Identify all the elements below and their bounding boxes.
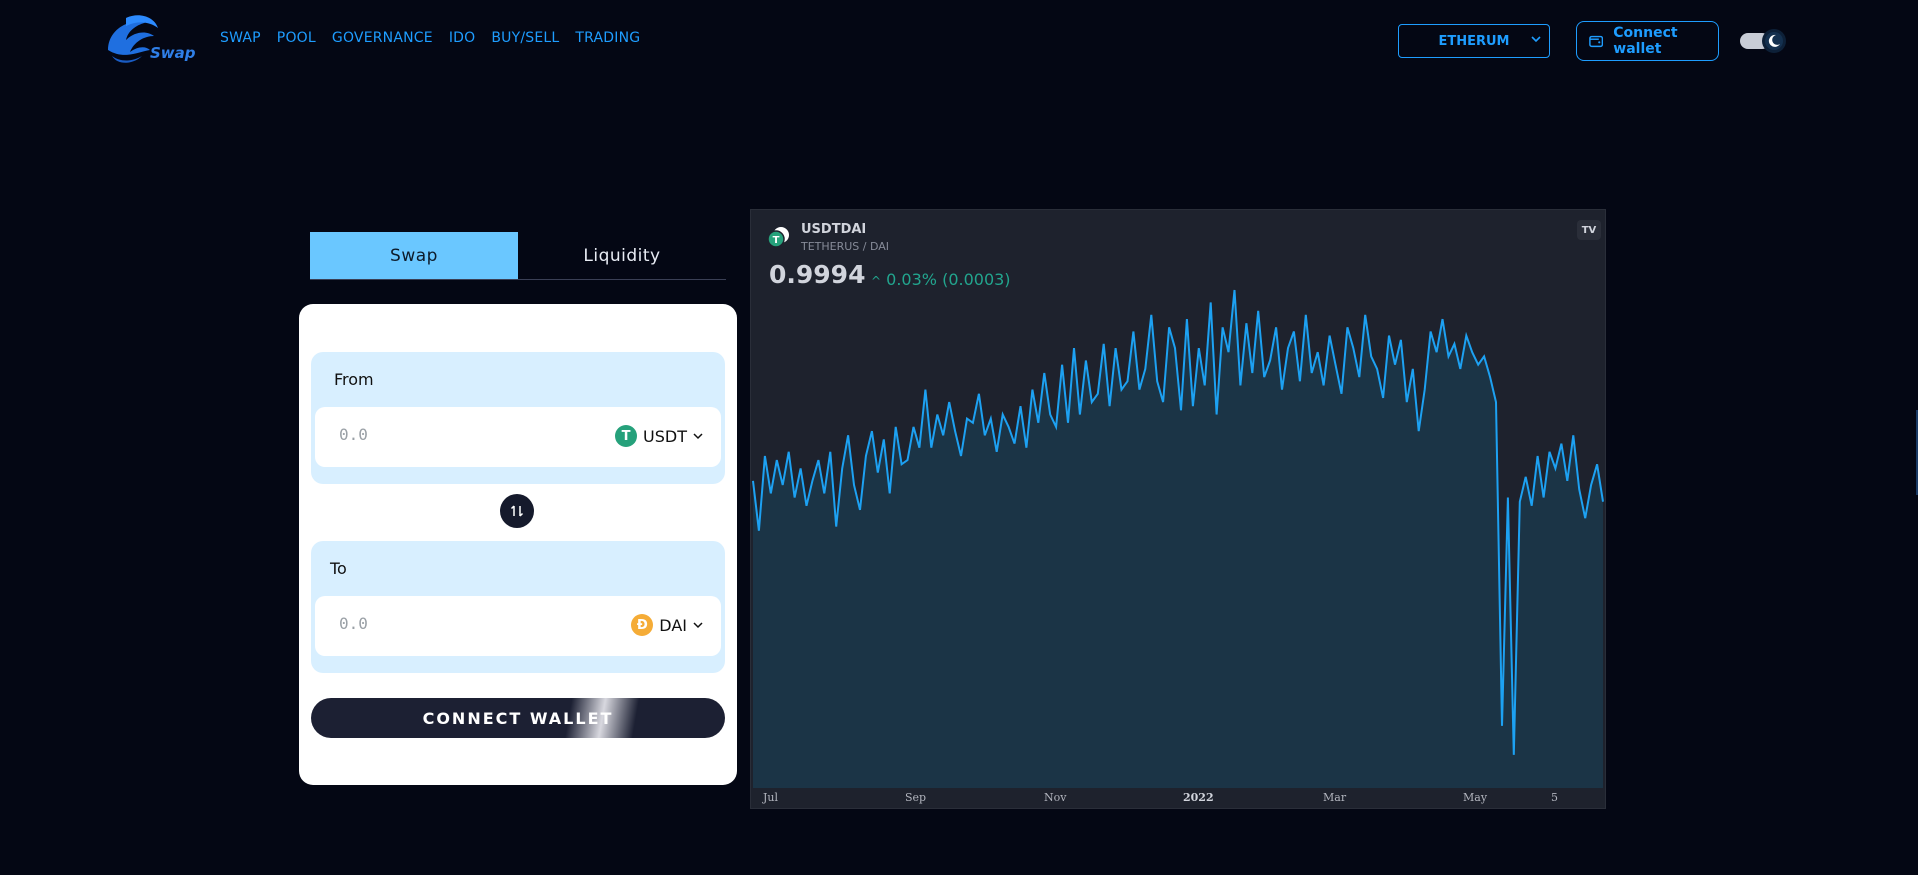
tab-liquidity[interactable]: Liquidity [583, 245, 661, 266]
x-tick-label: Sep [905, 791, 927, 804]
to-input-row: 0.0 Đ DAI [315, 596, 721, 656]
current-price: 0.9994 [769, 260, 866, 289]
connect-wallet-button[interactable]: Connect wallet [1576, 21, 1719, 61]
theme-toggle[interactable] [1740, 29, 1788, 53]
tab-swap[interactable]: Swap [310, 232, 518, 279]
caret-up-icon: ^ [871, 274, 882, 288]
price-chart[interactable]: T USDTDAI TETHERUS / DAI 0.9994 ^ 0.03% … [750, 209, 1606, 809]
main-nav: SWAP POOL GOVERNANCE IDO BUY/SELL TRADIN… [220, 30, 640, 46]
x-tick-label: Mar [1323, 791, 1347, 804]
swap-card: From 0.0 T USDT To 0.0 Đ DAI CONNECT WAL… [299, 304, 737, 785]
chevron-down-icon [693, 433, 703, 440]
to-amount-input[interactable]: 0.0 [339, 614, 368, 633]
to-label: To [330, 559, 347, 578]
switch-tokens-button[interactable] [500, 494, 534, 528]
from-label: From [334, 370, 374, 389]
from-token-select[interactable]: T USDT [615, 425, 703, 447]
price-change-value: 0.03% (0.0003) [886, 270, 1011, 289]
from-box: From 0.0 T USDT [311, 352, 725, 484]
x-tick-label: Nov [1044, 791, 1067, 804]
swap-tabs: Swap Liquidity [310, 232, 726, 280]
x-tick-label: Jul [763, 791, 779, 804]
connect-wallet-main-button[interactable]: CONNECT WALLET [311, 698, 725, 738]
price-change: ^ 0.03% (0.0003) [871, 270, 1011, 289]
swap-arrows-icon [510, 505, 524, 517]
x-tick-label: 2022 [1183, 791, 1214, 804]
page-scrollbar[interactable] [1916, 410, 1918, 495]
from-input-row: 0.0 T USDT [315, 407, 721, 467]
pair-name: TETHERUS / DAI [801, 240, 890, 253]
chevron-down-icon [1531, 36, 1541, 43]
from-token-label: USDT [643, 426, 687, 446]
x-tick-label: May [1463, 791, 1488, 804]
to-box: To 0.0 Đ DAI [311, 541, 725, 673]
nav-trading[interactable]: TRADING [575, 30, 641, 46]
svg-text:T: T [773, 235, 780, 246]
usdt-icon: T [615, 425, 638, 447]
tradingview-icon[interactable]: TV [1577, 220, 1601, 240]
price-area [753, 290, 1603, 788]
pair-icon: T [767, 227, 789, 248]
to-token-label: DAI [659, 615, 687, 635]
nav-buy-sell[interactable]: BUY/SELL [491, 30, 560, 46]
nav-swap[interactable]: SWAP [220, 30, 261, 46]
connect-wallet-label: Connect wallet [1613, 25, 1678, 57]
wallet-icon [1589, 35, 1604, 48]
from-amount-input[interactable]: 0.0 [339, 425, 368, 444]
nav-ido[interactable]: IDO [448, 30, 476, 46]
pair-symbol: USDTDAI [801, 222, 867, 237]
nav-governance[interactable]: GOVERNANCE [331, 30, 433, 46]
swap-logo[interactable] [98, 10, 194, 66]
to-token-select[interactable]: Đ DAI [631, 614, 703, 636]
dai-icon: Đ [631, 614, 654, 636]
chevron-down-icon [693, 622, 703, 629]
price-line [752, 289, 1604, 755]
price-plot [752, 289, 1604, 788]
x-tick-label: 5 [1551, 791, 1558, 804]
logo-text: Swap [150, 44, 196, 62]
network-select[interactable]: ETHERUM [1398, 24, 1550, 58]
nav-pool[interactable]: POOL [276, 30, 316, 46]
network-value: ETHERUM [1438, 33, 1510, 49]
moon-icon [1768, 34, 1780, 47]
